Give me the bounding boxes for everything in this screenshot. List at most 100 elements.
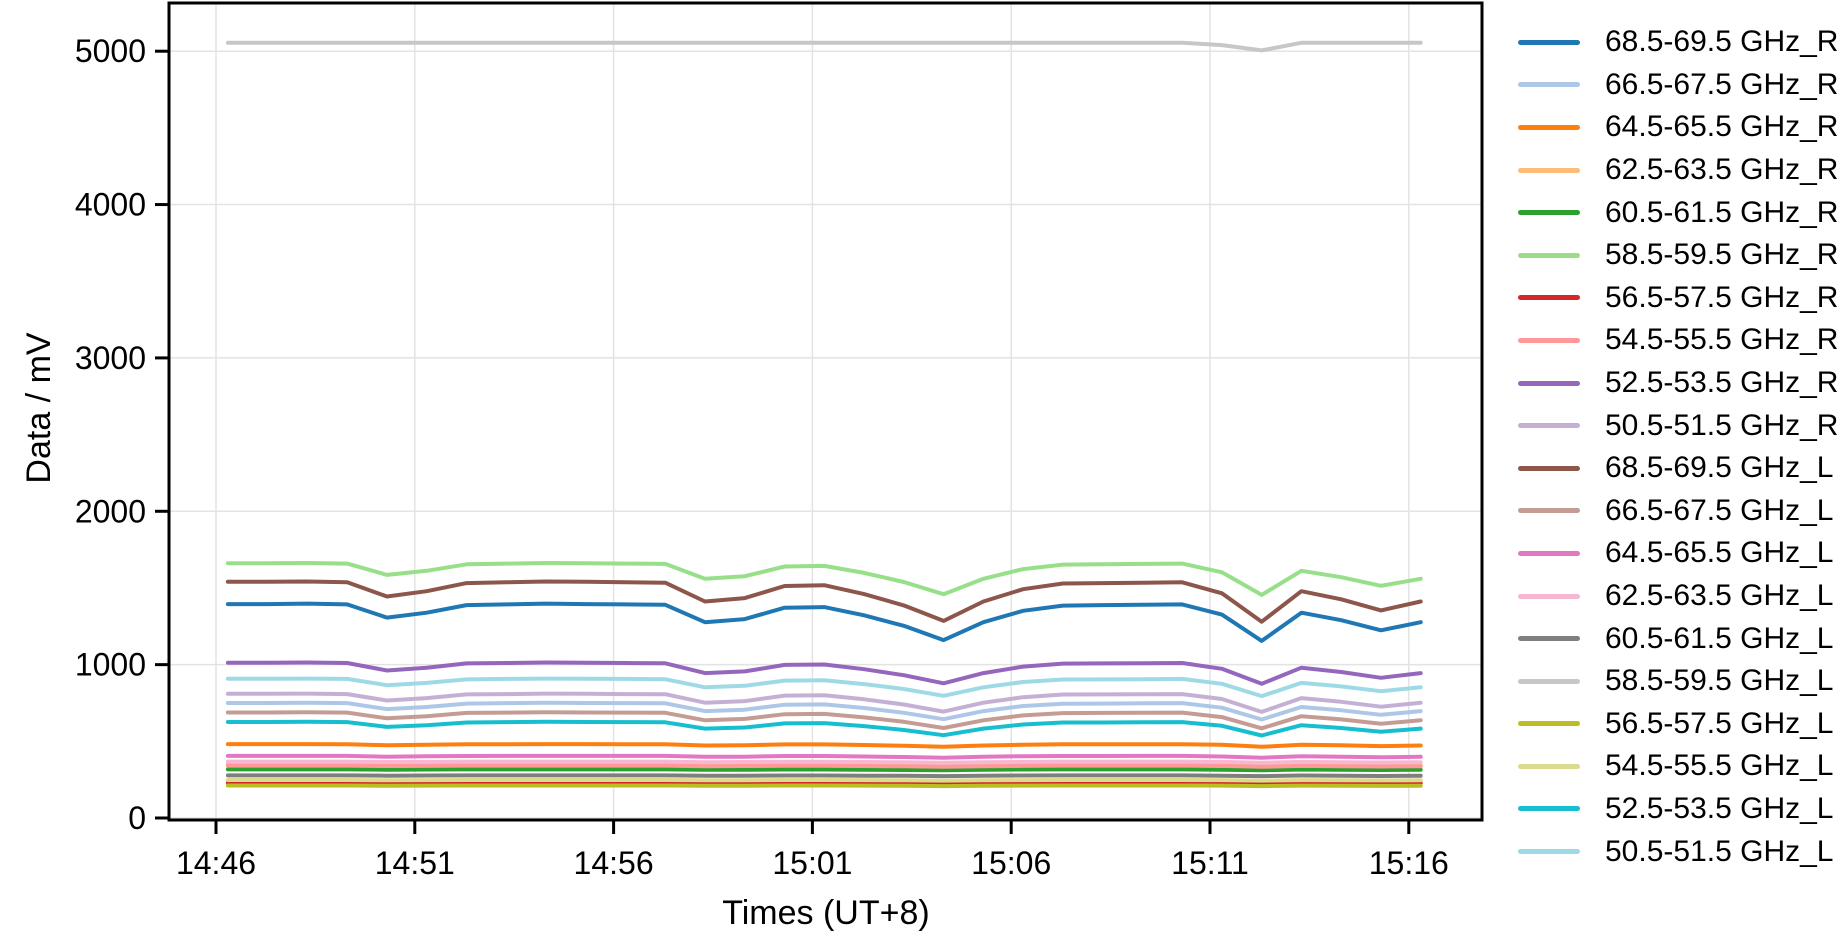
- legend-item-label: 58.5-59.5 GHz_L: [1605, 664, 1834, 698]
- x-tick-label: 14:56: [574, 845, 654, 881]
- legend-color-line-icon: [1518, 465, 1580, 471]
- legend-item-label: 50.5-51.5 GHz_L: [1605, 834, 1834, 868]
- y-axis-label: Data / mV: [20, 332, 58, 483]
- legend: 68.5-69.5 GHz_R 66.5-67.5 GHz_R 64.5-65.5 …: [1518, 21, 1838, 873]
- legend-item-label: 56.5-57.5 GHz_L: [1605, 706, 1834, 740]
- legend-color-line-icon: [1518, 252, 1580, 258]
- legend-item: 60.5-61.5 GHz_R: [1518, 191, 1838, 234]
- legend-item: 68.5-69.5 GHz_L: [1518, 447, 1838, 490]
- legend-item: 66.5-67.5 GHz_R: [1518, 64, 1838, 107]
- series-lines: [225, 40, 1423, 789]
- legend-item-label: 60.5-61.5 GHz_L: [1605, 621, 1834, 655]
- x-tick-label: 14:46: [176, 845, 256, 881]
- legend-item-label: 52.5-53.5 GHz_R: [1605, 366, 1839, 400]
- legend-color-line-icon: [1518, 167, 1580, 173]
- legend-color-line-icon: [1518, 82, 1580, 88]
- legend-item: 54.5-55.5 GHz_L: [1518, 745, 1838, 788]
- legend-color-line-icon: [1518, 593, 1580, 599]
- legend-item-label: 68.5-69.5 GHz_R: [1605, 25, 1839, 59]
- legend-item: 56.5-57.5 GHz_R: [1518, 277, 1838, 320]
- legend-item: 52.5-53.5 GHz_R: [1518, 362, 1838, 405]
- legend-item-label: 66.5-67.5 GHz_R: [1605, 67, 1839, 101]
- x-tick-label: 15:06: [971, 845, 1051, 881]
- legend-color-line-icon: [1518, 763, 1580, 769]
- x-tick-label: 15:16: [1369, 845, 1449, 881]
- series-line-66.5-67.5 GHz_R: [225, 700, 1423, 722]
- series-line-68.5-69.5 GHz_L: [225, 579, 1423, 624]
- legend-item-label: 62.5-63.5 GHz_R: [1605, 153, 1839, 187]
- series-line-60.5-61.5 GHz_L: [225, 773, 1423, 779]
- plot-frame: [167, 1, 1484, 822]
- legend-color-line-icon: [1518, 550, 1580, 556]
- series-line-56.5-57.5 GHz_L: [225, 783, 1423, 789]
- legend-color-line-icon: [1518, 124, 1580, 130]
- legend-color-line-icon: [1518, 210, 1580, 216]
- series-line-54.5-55.5 GHz_R: [225, 763, 1423, 769]
- y-tick-label: 1000: [75, 647, 146, 683]
- legend-item-label: 64.5-65.5 GHz_R: [1605, 110, 1839, 144]
- series-line-50.5-51.5 GHz_R: [225, 691, 1423, 714]
- axis-tick-labels: 14:46 14:51 14:56 15:01 15:06 15:11 15:16 0 1000…: [75, 33, 1449, 881]
- series-line-58.5-59.5 GHz_L: [225, 40, 1423, 53]
- y-tick-label: 5000: [75, 33, 146, 69]
- legend-item: 50.5-51.5 GHz_R: [1518, 404, 1838, 447]
- legend-item: 62.5-63.5 GHz_L: [1518, 575, 1838, 618]
- legend-item-label: 56.5-57.5 GHz_R: [1605, 280, 1839, 314]
- series-line-60.5-61.5 GHz_R: [225, 767, 1423, 773]
- series-line-50.5-51.5 GHz_L: [225, 676, 1423, 699]
- legend-item-label: 52.5-53.5 GHz_L: [1605, 791, 1834, 825]
- legend-color-line-icon: [1518, 295, 1580, 301]
- legend-color-line-icon: [1518, 721, 1580, 727]
- series-line-56.5-57.5 GHz_R: [225, 780, 1423, 786]
- series-line-64.5-65.5 GHz_R: [225, 742, 1423, 749]
- legend-item-label: 54.5-55.5 GHz_L: [1605, 749, 1834, 783]
- x-tick-label: 15:01: [772, 845, 852, 881]
- legend-color-line-icon: [1518, 636, 1580, 642]
- legend-item: 62.5-63.5 GHz_R: [1518, 149, 1838, 192]
- legend-item: 54.5-55.5 GHz_R: [1518, 319, 1838, 362]
- legend-item-label: 62.5-63.5 GHz_L: [1605, 579, 1834, 613]
- legend-item: 50.5-51.5 GHz_L: [1518, 830, 1838, 873]
- series-line-54.5-55.5 GHz_L: [225, 778, 1423, 783]
- legend-item: 64.5-65.5 GHz_R: [1518, 106, 1838, 149]
- legend-item-label: 54.5-55.5 GHz_R: [1605, 323, 1839, 357]
- y-tick-label: 4000: [75, 187, 146, 223]
- x-tick-label: 14:51: [375, 845, 455, 881]
- legend-item-label: 58.5-59.5 GHz_R: [1605, 238, 1839, 272]
- legend-item-label: 64.5-65.5 GHz_L: [1605, 536, 1834, 570]
- legend-color-line-icon: [1518, 508, 1580, 514]
- legend-color-line-icon: [1518, 337, 1580, 343]
- series-line-52.5-53.5 GHz_R: [225, 660, 1423, 686]
- legend-item: 58.5-59.5 GHz_L: [1518, 660, 1838, 703]
- legend-item: 66.5-67.5 GHz_L: [1518, 490, 1838, 533]
- x-tick-label: 15:11: [1171, 845, 1249, 881]
- y-tick-label: 2000: [75, 493, 146, 529]
- legend-item: 52.5-53.5 GHz_L: [1518, 788, 1838, 831]
- legend-color-line-icon: [1518, 806, 1580, 812]
- series-line-68.5-69.5 GHz_R: [225, 601, 1423, 643]
- legend-item: 68.5-69.5 GHz_R: [1518, 21, 1838, 64]
- legend-item: 56.5-57.5 GHz_L: [1518, 703, 1838, 746]
- legend-item-label: 68.5-69.5 GHz_L: [1605, 451, 1834, 485]
- legend-color-line-icon: [1518, 423, 1580, 429]
- x-axis-label: Times (UT+8): [722, 894, 929, 932]
- legend-color-line-icon: [1518, 39, 1580, 45]
- legend-item-label: 60.5-61.5 GHz_R: [1605, 195, 1839, 229]
- legend-item: 60.5-61.5 GHz_L: [1518, 617, 1838, 660]
- series-line-66.5-67.5 GHz_L: [225, 710, 1423, 731]
- y-tick-label: 3000: [75, 340, 146, 376]
- axis-tick-marks: [155, 49, 1411, 834]
- legend-item-label: 50.5-51.5 GHz_R: [1605, 408, 1839, 442]
- legend-color-line-icon: [1518, 380, 1580, 386]
- legend-color-line-icon: [1518, 849, 1580, 855]
- series-line-62.5-63.5 GHz_L: [225, 759, 1423, 765]
- legend-item-label: 66.5-67.5 GHz_L: [1605, 493, 1834, 527]
- legend-item: 58.5-59.5 GHz_R: [1518, 234, 1838, 277]
- series-line-52.5-53.5 GHz_L: [225, 719, 1423, 738]
- y-tick-label: 0: [128, 800, 146, 836]
- series-line-64.5-65.5 GHz_L: [225, 753, 1423, 760]
- legend-color-line-icon: [1518, 678, 1580, 684]
- legend-item: 64.5-65.5 GHz_L: [1518, 532, 1838, 575]
